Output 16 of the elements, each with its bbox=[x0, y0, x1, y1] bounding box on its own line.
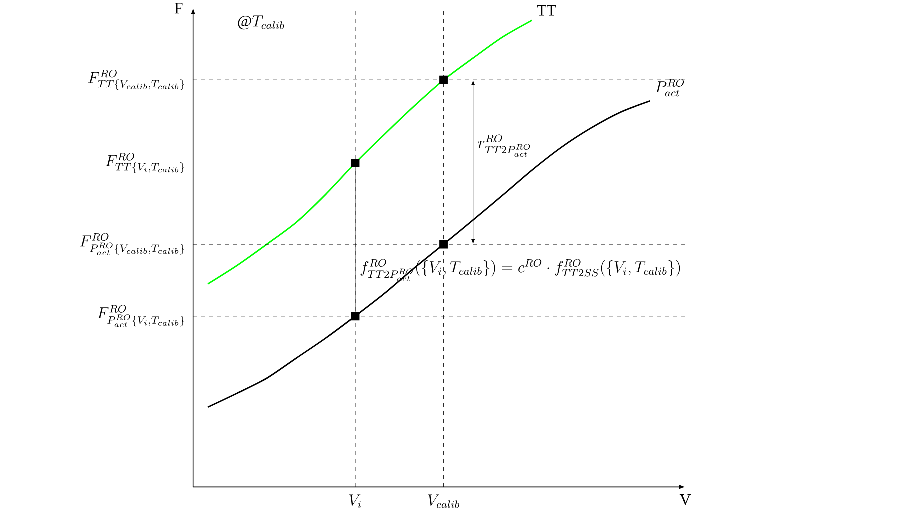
ref-line-label: $F^{RO}_{P^{RO}_{act}\{V_{calib},T_{calib}\}}$ bbox=[80, 233, 184, 256]
annotation: $@T_{calib}$ bbox=[238, 16, 284, 30]
ref-line-label: $F^{RO}_{TT\{V_{calib},T_{calib}\}}$ bbox=[88, 70, 184, 90]
x-tick-label: $V_i$ bbox=[349, 494, 362, 508]
annotation: $r^{RO}_{TT2P^{RO}_{act}}$ bbox=[478, 134, 530, 157]
point bbox=[440, 76, 448, 84]
ref-line-label: $F^{RO}_{TT\{V_i,T_{calib}\}}$ bbox=[106, 152, 184, 174]
point bbox=[351, 158, 360, 168]
x-tick-label: $V_{calib}$ bbox=[428, 494, 460, 508]
x-axis-title: V bbox=[680, 494, 692, 506]
point bbox=[351, 312, 360, 321]
ref-line-label: $F^{RO}_{P^{RO}_{act}\{V_i,T_{calib}\}}$ bbox=[98, 305, 184, 328]
y-axis-title: F bbox=[174, 3, 183, 14]
point bbox=[440, 240, 448, 249]
series-label: $P^{RO}_{act}$ bbox=[656, 79, 684, 97]
series-label: $\mathrm{TT}$ bbox=[537, 5, 556, 16]
